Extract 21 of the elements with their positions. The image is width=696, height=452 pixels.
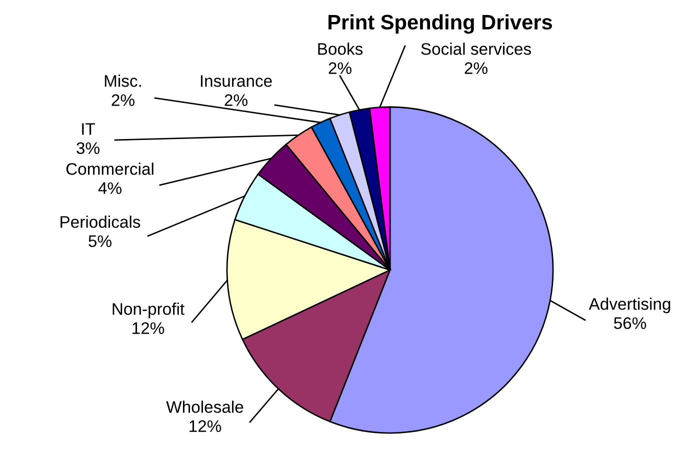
data-label: 2% bbox=[464, 62, 488, 74]
data-label: 2% bbox=[224, 94, 248, 106]
slice-label: Social services bbox=[421, 42, 531, 55]
slice-label: Misc. bbox=[104, 74, 141, 87]
data-label: 2% bbox=[328, 62, 352, 74]
slice-label: IT bbox=[82, 123, 96, 135]
slice-label: Books bbox=[318, 42, 363, 55]
data-label: 12% bbox=[132, 322, 164, 334]
data-label: 12% bbox=[190, 420, 222, 432]
data-label: 56% bbox=[614, 317, 646, 330]
slice-label: Insurance bbox=[200, 75, 272, 87]
slice-label: Non-profit bbox=[112, 302, 184, 318]
slice-label: Wholesale bbox=[166, 400, 244, 413]
data-label: 3% bbox=[76, 142, 100, 154]
data-label: 2% bbox=[112, 94, 134, 106]
slice-label: Advertising bbox=[588, 298, 670, 314]
slice-label: Periodicals bbox=[60, 216, 140, 228]
slice-label: Commercial bbox=[66, 162, 154, 175]
data-label: 5% bbox=[88, 235, 112, 248]
data-label: 4% bbox=[98, 182, 122, 194]
chart-title: Print Spending Drivers bbox=[328, 14, 552, 34]
